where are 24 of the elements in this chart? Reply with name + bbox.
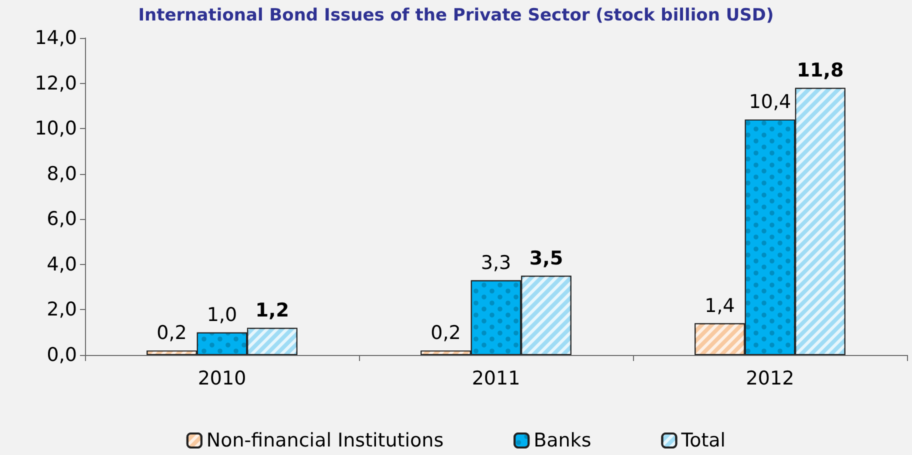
y-tick-label: 8,0 (46, 162, 77, 185)
data-label: 3,3 (480, 252, 512, 274)
data-label: 0,2 (156, 322, 187, 344)
y-tick-label: 12,0 (34, 72, 77, 94)
y-tick-label: 10,0 (34, 118, 77, 140)
y-tick-label: 14,0 (34, 27, 77, 49)
legend-label: Total (680, 430, 726, 452)
x-tick-label: 2010 (198, 368, 246, 390)
data-label: 1,0 (206, 304, 238, 326)
x-tick-label: 2012 (746, 368, 794, 390)
y-tick-label: 6,0 (46, 208, 77, 230)
legend-label: Non-financial Institutions (206, 430, 444, 452)
y-tick-label: 4,0 (46, 253, 77, 276)
data-label: 0,2 (430, 322, 461, 344)
legend-label: Banks (534, 430, 592, 452)
y-tick-label: 0,0 (46, 344, 77, 366)
y-tick-label: 2,0 (46, 298, 77, 321)
data-label: 1,4 (704, 294, 735, 317)
data-label: 3,5 (529, 247, 564, 270)
data-label: 10,4 (748, 91, 792, 114)
x-tick-label: 2011 (472, 368, 520, 390)
data-label: 1,2 (255, 299, 290, 322)
data-label: 11,8 (796, 59, 844, 82)
chart-title: International Bond Issues of the Private Sector (stock billion USD) (138, 6, 774, 26)
